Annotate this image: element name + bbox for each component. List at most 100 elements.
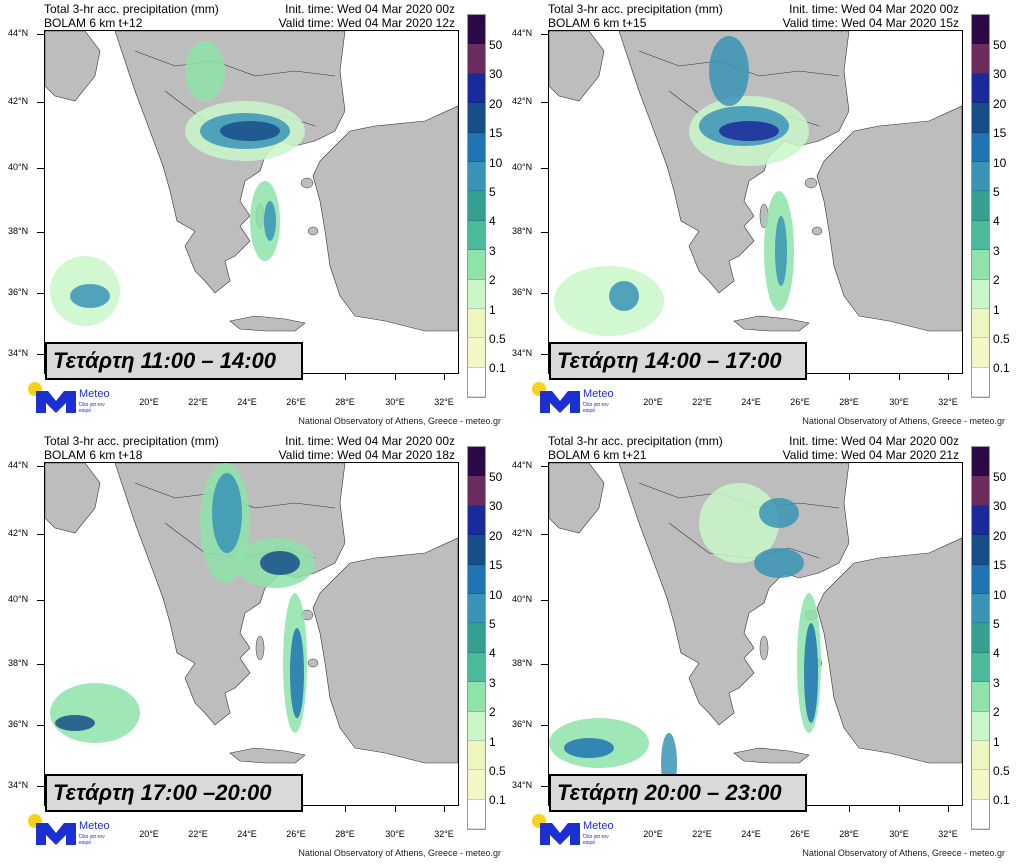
lon-label: 24°E — [237, 397, 257, 407]
lon-label: 24°E — [741, 829, 761, 839]
colorbar-bin — [468, 367, 485, 398]
forecast-panel: Total 3-hr acc. precipitation (mm) BOLAM … — [504, 432, 1015, 864]
colorbar-label: 2 — [993, 705, 1000, 720]
colorbar-label: 2 — [993, 273, 1000, 288]
precip-area — [775, 216, 787, 286]
valid-time: Valid time: Wed 04 Mar 2020 15z — [782, 16, 959, 30]
colorbar-bin — [468, 535, 485, 565]
colorbar-label: 20 — [489, 96, 503, 111]
lon-label: 20°E — [643, 829, 663, 839]
precip-area — [70, 284, 110, 308]
meteo-logo[interactable]: Meteo Όλα για τον καιρό — [26, 814, 126, 848]
precip-area — [290, 628, 304, 718]
colorbar-label: 5 — [993, 185, 1000, 199]
init-time: Init. time: Wed 04 Mar 2020 00z — [789, 434, 959, 448]
colorbar-label: 3 — [993, 675, 1000, 690]
colorbar — [467, 446, 486, 831]
map-title: Total 3-hr acc. precipitation (mm) — [548, 434, 723, 448]
colorbar-bin — [468, 103, 485, 133]
colorbar-bin — [972, 279, 989, 309]
precip-area — [759, 498, 799, 528]
colorbar-bin — [468, 279, 485, 309]
lat-label: 42°N — [512, 528, 549, 538]
meteo-logo[interactable]: Meteo Όλα για τον καιρό — [530, 382, 630, 416]
colorbar-bin — [468, 652, 485, 683]
colorbar-label: 30 — [993, 67, 1007, 82]
colorbar-label: 30 — [489, 499, 503, 514]
model-label: BOLAM 6 km t+12 — [44, 16, 143, 30]
time-window-label: Τετάρτη 17:00 –20:00 — [45, 774, 303, 812]
colorbar-label: 3 — [489, 243, 496, 258]
meteo-logo[interactable]: Meteo Όλα για τον καιρό — [530, 814, 630, 848]
precip-area — [264, 201, 276, 241]
colorbar-label: 3 — [993, 243, 1000, 258]
lon-label: 32°E — [434, 829, 454, 839]
lon-label: 20°E — [139, 829, 159, 839]
colorbar-bin — [468, 44, 485, 74]
logo-name: Meteo — [583, 820, 614, 832]
colorbar-bin — [972, 44, 989, 74]
colorbar-label: 10 — [993, 587, 1007, 602]
colorbar-label: 1 — [993, 734, 1000, 749]
lon-label: 22°E — [188, 397, 208, 407]
colorbar-label: 30 — [489, 67, 503, 82]
map-canvas — [45, 31, 458, 332]
colorbar-label: 5 — [489, 617, 496, 631]
colorbar-label: 0.5 — [489, 764, 506, 778]
lon-label: 28°E — [839, 829, 859, 839]
valid-time: Valid time: Wed 04 Mar 2020 12z — [278, 16, 455, 30]
meteo-logo[interactable]: Meteo Όλα για τον καιρό — [26, 382, 126, 416]
model-label: BOLAM 6 km t+15 — [548, 16, 647, 30]
time-window-label: Τετάρτη 11:00 – 14:00 — [45, 342, 303, 380]
colorbar-label: 20 — [993, 528, 1007, 543]
lat-label: 38°N — [512, 658, 549, 668]
colorbar-label: 20 — [993, 96, 1007, 111]
lat-label: 34°N — [8, 348, 45, 358]
colorbar-label: 0.1 — [489, 793, 506, 808]
colorbar-bin — [972, 161, 989, 192]
colorbar-bin — [972, 367, 989, 398]
colorbar-bin — [468, 476, 485, 506]
colorbar-label: 2 — [489, 273, 496, 288]
logo-name: Meteo — [79, 388, 110, 400]
colorbar-bin — [468, 15, 485, 45]
precipitation-map — [44, 462, 459, 806]
colorbar-bin — [468, 593, 485, 624]
lon-label: 28°E — [335, 397, 355, 407]
forecast-panel: Total 3-hr acc. precipitation (mm) BOLAM … — [0, 0, 511, 432]
colorbar-bin — [468, 770, 485, 800]
map-canvas — [549, 463, 962, 793]
precip-area — [554, 266, 664, 336]
logo-slogan: Όλα για τον καιρό — [583, 402, 609, 414]
lon-tick — [948, 373, 949, 380]
valid-time: Valid time: Wed 04 Mar 2020 18z — [278, 448, 455, 462]
colorbar-label: 50 — [993, 38, 1007, 52]
colorbar-bin — [972, 73, 989, 104]
colorbar-bin — [468, 682, 485, 712]
colorbar — [971, 446, 990, 831]
colorbar-bin — [972, 740, 989, 771]
lon-label: 28°E — [335, 829, 355, 839]
map-title: Total 3-hr acc. precipitation (mm) — [44, 2, 219, 16]
init-time: Init. time: Wed 04 Mar 2020 00z — [285, 434, 455, 448]
lat-label: 40°N — [512, 162, 549, 172]
colorbar-label: 1 — [489, 302, 496, 317]
lon-tick — [444, 373, 445, 380]
colorbar-bin — [972, 564, 989, 594]
colorbar-label: 15 — [993, 558, 1007, 573]
credit-text: National Observatory of Athens, Greece -… — [298, 848, 501, 858]
precip-area — [185, 41, 225, 101]
lon-label: 32°E — [938, 829, 958, 839]
model-label: BOLAM 6 km t+21 — [548, 448, 647, 462]
lat-label: 36°N — [512, 719, 549, 729]
colorbar-label: 0.1 — [489, 361, 506, 376]
colorbar-bin — [972, 338, 989, 368]
lon-label: 22°E — [188, 829, 208, 839]
colorbar-bin — [468, 161, 485, 192]
lon-tick — [345, 805, 346, 812]
logo-slogan: Όλα για τον καιρό — [583, 834, 609, 846]
colorbar-bin — [972, 447, 989, 477]
colorbar-label: 0.5 — [993, 764, 1010, 778]
colorbar-label: 0.1 — [993, 361, 1010, 376]
colorbar-bin — [972, 711, 989, 741]
